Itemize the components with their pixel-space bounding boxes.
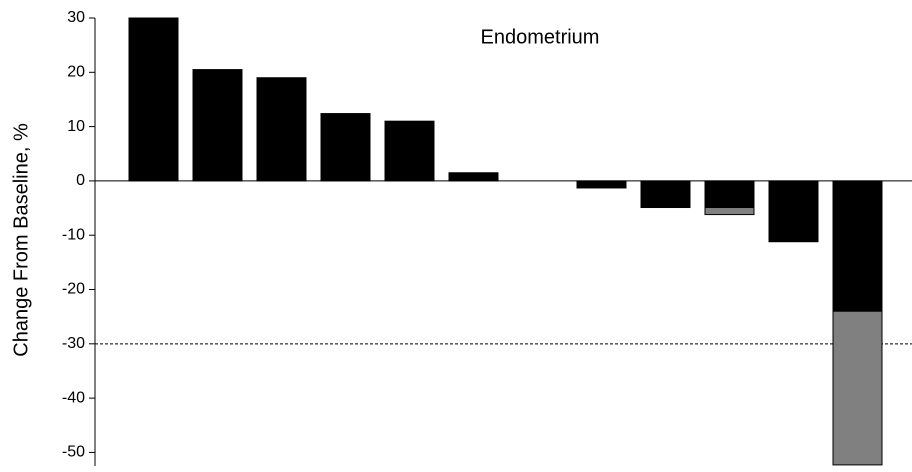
bar [320, 113, 371, 182]
y-tick-label: 10 [67, 118, 85, 135]
y-axis-label: Change From Baseline, % [10, 123, 32, 357]
bar [384, 120, 435, 182]
y-tick-label: 0 [76, 172, 85, 189]
bar [256, 77, 307, 182]
y-tick-label: -30 [62, 335, 85, 352]
bar [128, 17, 179, 182]
y-tick-label: -20 [62, 281, 85, 298]
bar [192, 69, 243, 182]
bar [640, 180, 691, 209]
bar [704, 207, 755, 216]
bar [448, 172, 499, 182]
bar [704, 180, 755, 209]
bar [832, 180, 883, 312]
y-tick-label: -50 [62, 444, 85, 461]
bar [832, 310, 883, 466]
bar [576, 180, 627, 189]
y-tick-label: -40 [62, 389, 85, 406]
y-tick-label: 20 [67, 64, 85, 81]
y-tick-label: -10 [62, 226, 85, 243]
bar [768, 180, 819, 243]
chart-title: Endometrium [481, 26, 600, 48]
y-tick-label: 30 [67, 9, 85, 26]
